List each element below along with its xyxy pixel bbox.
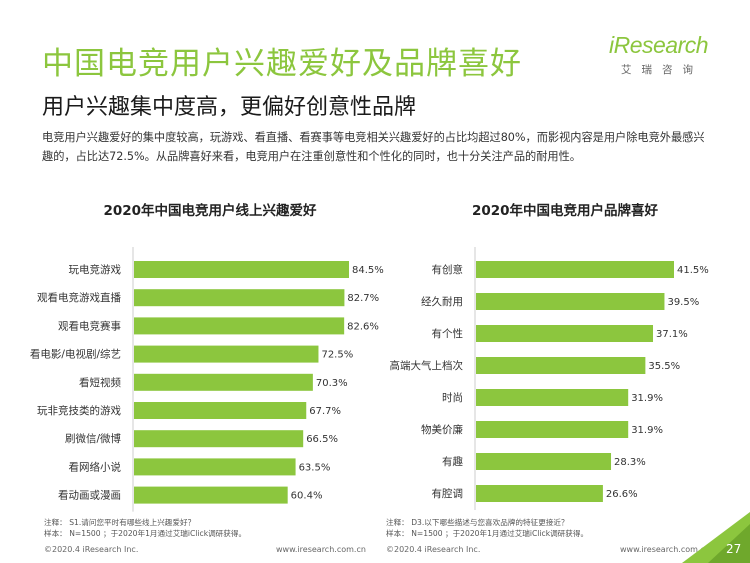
bar (476, 453, 612, 470)
bar (476, 325, 654, 342)
bar (134, 317, 345, 335)
value-label: 67.7% (309, 406, 341, 417)
category-label: 有腔调 (432, 487, 464, 500)
bar (476, 357, 646, 374)
iresearch-logo: iResearch 艾瑞咨询 (609, 32, 709, 82)
bar (476, 261, 674, 278)
bar (134, 261, 349, 278)
category-label: 时尚 (442, 391, 463, 404)
category-label: 有创意 (432, 263, 464, 276)
category-label: 看动画或漫画 (58, 489, 121, 502)
value-label: 72.5% (321, 350, 353, 361)
value-label: 60.4% (291, 491, 323, 502)
corner-decoration (682, 512, 750, 563)
bar (476, 389, 629, 406)
interest-bar-chart: 玩电竞游戏 84.5% 观看电竞游戏直播 82.7% 观看电竞赛事 82.6% 看电影/电视… (30, 247, 384, 517)
bar (134, 430, 304, 448)
category-label: 看网络小说 (69, 460, 122, 473)
right-note-sample: 样本： N=1500 ；于2020年1月通过艾瑞iClick调研获得。 (386, 529, 589, 538)
page-number: 27 (726, 542, 742, 556)
footer-copyright-right: ©2020.4 iResearch Inc. (386, 545, 481, 554)
page-title: 中国电竞用户兴趣爱好及品牌喜好 (42, 46, 522, 82)
left-chart-title: 2020年中国电竞用户线上兴趣爱好 (103, 203, 317, 219)
value-label: 41.5% (677, 265, 709, 276)
value-label: 35.5% (648, 361, 680, 372)
value-label: 39.5% (667, 297, 699, 308)
footer-url-right: www.iresearch.com.cn (620, 545, 710, 554)
left-note: 注释： S1.请问您平时有哪些线上兴趣爱好？ 样本： N=1500 ；于2020… (44, 517, 246, 539)
value-label: 66.5% (306, 434, 338, 445)
value-label: 63.5% (299, 462, 331, 473)
bar (134, 373, 313, 391)
logo-subtitle: 艾瑞咨询 (621, 64, 703, 76)
bar (134, 345, 319, 363)
category-label: 玩非竞技类的游戏 (37, 404, 121, 417)
category-label: 刷微信/微博 (65, 432, 122, 445)
value-label: 82.7% (347, 293, 379, 304)
category-label: 看短视频 (79, 376, 121, 389)
category-label: 看电影/电视剧/综艺 (30, 348, 121, 361)
footer-url-left: www.iresearch.com.cn (276, 545, 366, 554)
value-label: 84.5% (352, 265, 384, 276)
category-label: 高端大气上档次 (390, 359, 464, 372)
logo-name: iResearch (609, 32, 709, 58)
category-label: 玩电竞游戏 (69, 263, 122, 276)
left-note-question: 注释： S1.请问您平时有哪些线上兴趣爱好？ (44, 518, 196, 527)
bar (134, 289, 345, 307)
right-note-question: 注释： D3.以下哪些描述与您喜欢品牌的特征更接近？ (386, 518, 569, 527)
category-label: 经久耐用 (421, 295, 463, 308)
value-label: 82.6% (347, 321, 379, 332)
bar (134, 458, 296, 476)
brand-bar-chart: 有创意 41.5% 经久耐用 39.5% 有个性 37.1% 高端大气上档次 35.5% 时尚 3… (385, 247, 725, 517)
value-label: 37.1% (656, 329, 688, 340)
page-subtitle: 用户兴趣集中度高，更偏好创意性品牌 (42, 95, 417, 120)
left-note-sample: 样本： N=1500 ；于2020年1月通过艾瑞iClick调研获得。 (44, 529, 247, 538)
value-label: 70.3% (316, 378, 348, 389)
category-label: 有趣 (442, 455, 463, 468)
right-chart-title: 2020年中国电竞用户品牌喜好 (471, 203, 659, 219)
category-label: 有个性 (432, 327, 464, 340)
bar (476, 421, 629, 438)
bar (476, 485, 603, 502)
category-label: 观看电竞赛事 (58, 319, 121, 332)
value-label: 28.3% (614, 457, 646, 468)
value-label: 31.9% (631, 393, 663, 404)
footer-copyright-left: ©2020.4 iResearch Inc. (44, 545, 139, 554)
page-description: 电竞用户兴趣爱好的集中度较高，玩游戏、看直播、看赛事等电竞相关兴趣爱好的占比均超… (42, 131, 705, 163)
bar (476, 293, 665, 310)
bar (134, 486, 288, 504)
brand-chart-svg: 有创意 41.5% 经久耐用 39.5% 有个性 37.1% 高端大气上档次 35.5% 时尚 3… (390, 247, 709, 510)
value-label: 31.9% (631, 425, 663, 436)
interest-chart-svg: 玩电竞游戏 84.5% 观看电竞游戏直播 82.7% 观看电竞赛事 82.6% 看电影/电视… (30, 247, 384, 512)
value-label: 26.6% (606, 489, 638, 500)
bar (134, 402, 307, 419)
category-label: 物美价廉 (421, 423, 463, 436)
category-label: 观看电竞游戏直播 (37, 291, 121, 304)
right-note: 注释： D3.以下哪些描述与您喜欢品牌的特征更接近？ 样本： N=1500 ；于… (386, 517, 588, 539)
